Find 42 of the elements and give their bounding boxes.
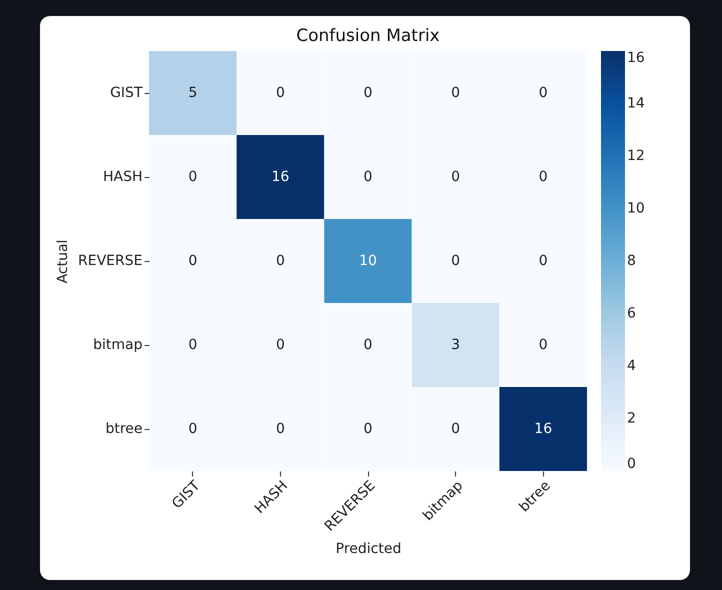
y-tick-label: GIST <box>110 85 143 101</box>
color-bar-label: 4 <box>627 358 636 374</box>
color-bar-label: 6 <box>627 306 636 322</box>
color-bar-label: 16 <box>627 50 645 66</box>
data-label: 0 <box>276 253 285 269</box>
data-label: 0 <box>276 337 285 353</box>
y-tick-label: btree <box>105 421 142 437</box>
data-label: 0 <box>276 85 285 101</box>
data-label: 5 <box>188 85 198 101</box>
data-label: 0 <box>538 85 548 101</box>
data-label: 0 <box>538 337 548 353</box>
data-label: 16 <box>271 169 290 185</box>
data-label: 0 <box>364 337 372 353</box>
data-label: 0 <box>364 85 372 101</box>
data-label: 0 <box>188 169 198 185</box>
color-bar-label: 12 <box>627 148 645 164</box>
color-bar-label: 0 <box>627 456 636 472</box>
data-label: 0 <box>188 421 198 437</box>
y-axis-title: Actual <box>55 240 72 284</box>
chart-title: Confusion Matrix <box>296 26 440 46</box>
color-bar-label: 2 <box>627 410 636 426</box>
data-label: 0 <box>451 253 460 269</box>
y-tick-label: REVERSE <box>78 253 142 269</box>
data-label: 0 <box>188 337 198 353</box>
data-label: 0 <box>364 169 372 185</box>
color-bar-label: 8 <box>627 253 636 269</box>
y-tick-label: bitmap <box>93 337 143 353</box>
x-axis-title: Predicted <box>336 540 402 557</box>
data-label: 0 <box>451 421 460 437</box>
data-label: 0 <box>188 253 198 269</box>
data-label: 16 <box>534 421 552 437</box>
data-label: 0 <box>364 421 372 437</box>
data-label: 0 <box>276 421 285 437</box>
data-label: 10 <box>359 253 377 269</box>
color-bar-label: 14 <box>627 96 645 112</box>
data-label: 3 <box>451 337 460 353</box>
data-label: 0 <box>451 169 460 185</box>
y-tick-label: HASH <box>102 169 142 185</box>
data-label: 0 <box>451 85 460 101</box>
data-label: 0 <box>538 169 548 185</box>
color-bar-label: 10 <box>627 200 645 216</box>
data-label: 0 <box>538 253 548 269</box>
